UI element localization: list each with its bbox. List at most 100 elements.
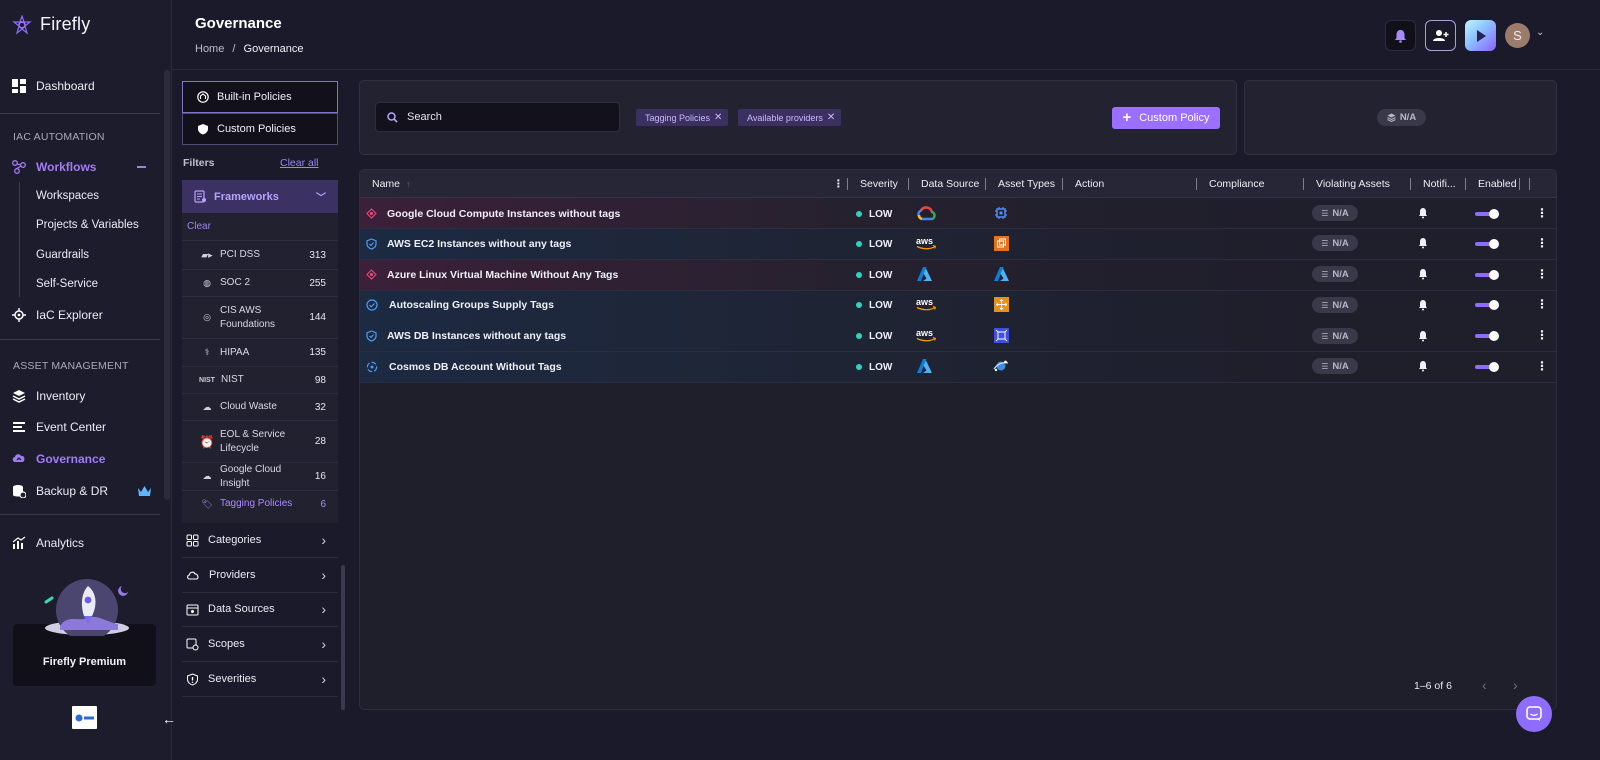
column-separator [1303, 178, 1304, 190]
column-header-notifications[interactable]: Notifi... [1423, 178, 1456, 190]
nav-guardrails[interactable]: Guardrails [36, 249, 90, 261]
filter-chip-tagging-policies[interactable]: Tagging Policies ✕ [636, 109, 729, 126]
policy-name[interactable]: Cosmos DB Account Without Tags [389, 361, 562, 373]
policy-name[interactable]: Azure Linux Virtual Machine Without Any … [387, 269, 619, 281]
tab-built-in-label: Built-in Policies [217, 91, 292, 103]
policy-name[interactable]: Autoscaling Groups Supply Tags [389, 299, 554, 311]
row-menu-icon[interactable]: ⋮ [1536, 360, 1548, 372]
accordion-data-sources[interactable]: Data Sources › [182, 592, 338, 627]
bell-icon[interactable] [1418, 360, 1428, 372]
filters-scrollbar[interactable] [341, 565, 345, 710]
nav-workflows[interactable]: Workflows [12, 160, 96, 174]
workflows-collapse-icon[interactable] [137, 166, 146, 168]
severity-dot [856, 241, 862, 247]
accordion-label: Categories [208, 534, 262, 546]
sidebar-scrollbar[interactable] [164, 70, 170, 500]
enabled-toggle[interactable] [1475, 362, 1499, 372]
search-field[interactable] [375, 102, 620, 132]
framework-item-nist[interactable]: NIST NIST 98 [182, 366, 338, 393]
framework-item-hipaa[interactable]: ⚕ HIPAA 135 [182, 338, 338, 366]
brand-logo[interactable]: Firefly [12, 14, 90, 35]
bell-icon[interactable] [1418, 330, 1428, 342]
svg-text:aws: aws [916, 328, 933, 338]
nav-projects-variables[interactable]: Projects & Variables [36, 219, 139, 231]
framework-item-pci-dss[interactable]: ▰▸ PCI DSS 313 [182, 240, 338, 269]
search-icon [387, 111, 398, 123]
enabled-toggle[interactable] [1475, 239, 1499, 249]
collapse-sidebar-arrow-icon[interactable]: ← [162, 711, 176, 727]
column-separator [1519, 178, 1520, 190]
nav-backup-dr[interactable]: Backup & DR [12, 484, 108, 498]
tutorial-play-button[interactable] [1465, 20, 1496, 51]
row-menu-icon[interactable]: ⋮ [1536, 237, 1548, 249]
accordion-categories[interactable]: Categories › [182, 523, 338, 558]
policy-name[interactable]: AWS DB Instances without any tags [387, 330, 567, 342]
avatar[interactable]: S [1505, 23, 1530, 48]
column-header-severity[interactable]: Severity [860, 178, 898, 190]
column-separator [847, 178, 848, 190]
row-menu-icon[interactable]: ⋮ [1536, 207, 1548, 219]
search-input[interactable] [407, 111, 607, 123]
bell-icon[interactable] [1418, 207, 1428, 219]
filter-chip-available-providers[interactable]: Available providers ✕ [738, 109, 842, 126]
column-header-compliance[interactable]: Compliance [1209, 178, 1265, 190]
framework-count: 6 [320, 498, 326, 510]
breadcrumb-home[interactable]: Home [195, 43, 225, 55]
enabled-toggle[interactable] [1475, 270, 1499, 280]
bell-icon[interactable] [1418, 268, 1428, 280]
nav-analytics[interactable]: Analytics [12, 536, 84, 550]
submenu-line [19, 182, 20, 297]
close-icon[interactable]: ✕ [826, 112, 836, 123]
framework-item-cloud-waste[interactable]: ☁ Cloud Waste 32 [182, 393, 338, 420]
nav-inventory[interactable]: Inventory [12, 389, 85, 403]
chevron-left-icon[interactable]: ‹ [1482, 677, 1487, 693]
policy-name[interactable]: AWS EC2 Instances without any tags [387, 238, 572, 250]
column-header-enabled[interactable]: Enabled [1478, 178, 1517, 190]
support-chat-button[interactable] [1516, 696, 1552, 732]
framework-item-google-cloud-insight[interactable]: ☁ Google Cloud Insight 16 [182, 462, 338, 490]
bell-icon[interactable] [1418, 237, 1428, 249]
column-header-data-source[interactable]: Data Source [921, 178, 980, 190]
frameworks-clear-link[interactable]: Clear [187, 221, 211, 232]
clear-all-link[interactable]: Clear all [280, 157, 319, 169]
nav-workspaces[interactable]: Workspaces [36, 190, 100, 202]
enabled-toggle[interactable] [1475, 331, 1499, 341]
column-header-name[interactable]: Name ↑ [372, 178, 410, 190]
framework-item-tagging-policies[interactable]: 🏷︎ Tagging Policies 6 [182, 490, 338, 517]
column-menu-icon[interactable]: ⋮ [833, 178, 844, 190]
accordion-providers[interactable]: Providers › [182, 558, 338, 593]
column-header-action[interactable]: Action [1075, 178, 1105, 190]
tab-custom-policies[interactable]: Custom Policies [182, 113, 338, 145]
nav-event-center[interactable]: Event Center [12, 420, 106, 434]
table-row[interactable] [360, 260, 1556, 291]
nav-governance[interactable]: Governance [12, 452, 105, 466]
accordion-scopes[interactable]: Scopes › [182, 627, 338, 662]
row-menu-icon[interactable]: ⋮ [1536, 329, 1548, 341]
close-icon[interactable]: ✕ [714, 112, 723, 123]
framework-item-soc-2[interactable]: ◍ SOC 2 255 [182, 269, 338, 296]
framework-count: 135 [309, 347, 326, 358]
frameworks-accordion-header[interactable]: Frameworks ﹀ [182, 180, 338, 213]
row-menu-icon[interactable]: ⋮ [1536, 268, 1548, 280]
nav-dashboard[interactable]: Dashboard [12, 79, 95, 93]
accordion-label: Scopes [208, 638, 245, 650]
accordion-severities[interactable]: Severities › [182, 662, 338, 697]
custom-policy-button[interactable]: + Custom Policy [1112, 107, 1220, 129]
tab-built-in-policies[interactable]: Built-in Policies [182, 81, 338, 113]
column-header-asset-types[interactable]: Asset Types [998, 178, 1056, 190]
enabled-toggle[interactable] [1475, 300, 1499, 310]
row-menu-icon[interactable]: ⋮ [1536, 298, 1548, 310]
enabled-toggle[interactable] [1475, 209, 1499, 219]
invite-user-button[interactable] [1425, 20, 1456, 51]
framework-item-eol[interactable]: ⏰ EOL & Service Lifecycle 28 [182, 420, 338, 462]
nav-iac-explorer[interactable]: IaC Explorer [12, 308, 103, 322]
column-header-violating-assets[interactable]: Violating Assets [1316, 178, 1390, 190]
bell-icon[interactable] [1418, 299, 1428, 311]
chevron-down-icon[interactable]: ⌄ [1536, 27, 1545, 38]
framework-item-cis-aws[interactable]: ◎ CIS AWS Foundations 144 [182, 296, 338, 338]
framework-label: CIS AWS Foundations [220, 304, 276, 330]
nav-self-service[interactable]: Self-Service [36, 278, 98, 290]
policy-name[interactable]: Google Cloud Compute Instances without t… [387, 208, 621, 220]
chevron-right-icon[interactable]: › [1513, 677, 1518, 693]
notifications-button[interactable] [1385, 20, 1416, 51]
